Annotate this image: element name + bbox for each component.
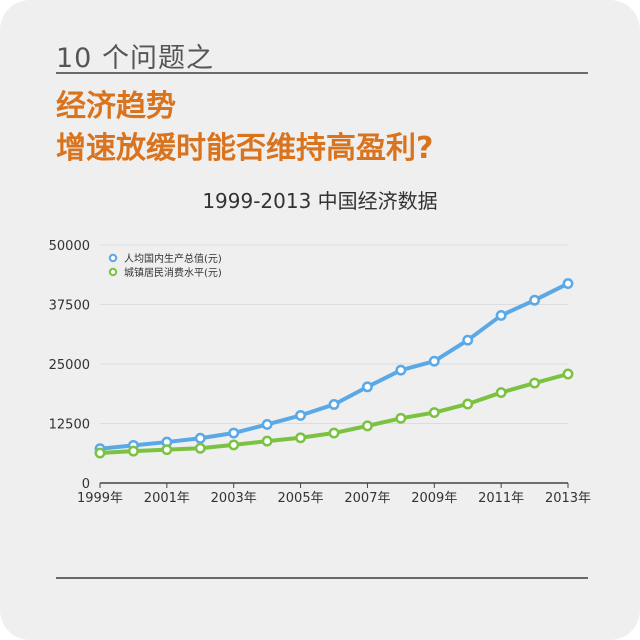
data-point <box>228 427 240 439</box>
chart-title: 1999-2013 中国经济数据 <box>202 189 438 213</box>
data-point <box>395 412 407 424</box>
data-point <box>428 355 440 367</box>
data-point <box>261 419 273 430</box>
data-point <box>462 334 474 346</box>
data-point <box>562 368 574 380</box>
data-point <box>495 387 507 399</box>
data-point <box>295 432 307 444</box>
data-point <box>495 309 507 321</box>
legend-label-1: 城镇居民消费水平(元) <box>124 266 222 279</box>
legend-marker-1 <box>108 267 118 277</box>
data-point <box>161 444 173 456</box>
headline-line-1: 经济趋势 <box>56 89 176 124</box>
bottom-divider <box>56 577 588 579</box>
grid-lines <box>100 244 568 424</box>
x-tick-label: 2005年 <box>278 491 324 506</box>
axes: 0 12500 25000 37500 50000 1999年 2001年 2003年 2005… <box>49 239 591 506</box>
data-point <box>228 439 240 451</box>
data-point <box>529 294 541 306</box>
y-tick-label: 0 <box>82 477 90 492</box>
top-divider <box>56 72 588 74</box>
data-point <box>94 447 106 459</box>
x-tick-label: 2007年 <box>344 491 390 506</box>
data-point <box>428 407 440 419</box>
data-point <box>361 381 373 393</box>
x-tick-label: 2001年 <box>144 491 190 506</box>
x-tick-label: 1999年 <box>77 491 123 506</box>
data-point <box>127 445 139 457</box>
x-tick-label: 2009年 <box>411 491 457 506</box>
data-point <box>562 278 574 290</box>
legend: 人均国内生产总值(元)城镇居民消费水平(元) <box>108 252 222 279</box>
x-tick-label: 2013年 <box>545 491 591 506</box>
data-point <box>194 432 206 444</box>
y-tick-label: 50000 <box>49 239 90 254</box>
data-point <box>529 377 541 389</box>
data-point <box>395 364 407 376</box>
x-tick-label: 2003年 <box>211 491 257 506</box>
data-point <box>328 427 340 439</box>
legend-label-0: 人均国内生产总值(元) <box>124 252 222 265</box>
legend-marker-0 <box>108 253 118 263</box>
data-point <box>295 409 307 421</box>
y-tick-label: 37500 <box>49 299 90 314</box>
x-tick-label: 2011年 <box>478 491 524 506</box>
y-tick-label: 25000 <box>49 358 90 373</box>
series-lines <box>94 278 574 459</box>
y-tick-label: 12500 <box>49 418 90 433</box>
data-point <box>194 442 206 454</box>
data-point <box>261 435 273 447</box>
data-point <box>328 399 340 410</box>
data-point <box>361 420 373 432</box>
headline-line-2: 增速放缓时能否维持高盈利? <box>56 131 434 166</box>
data-point <box>462 398 474 410</box>
section-label: 10 个问题之 <box>56 43 214 74</box>
